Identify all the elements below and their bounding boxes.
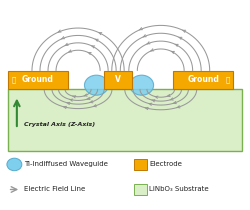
Text: V: V (115, 75, 121, 84)
Bar (8, 71, 68, 89)
Text: Electrode: Electrode (149, 161, 182, 167)
Text: LiNbO₃ Substrate: LiNbO₃ Substrate (149, 186, 209, 193)
Circle shape (7, 158, 22, 171)
Bar (174, 71, 233, 89)
Text: ⏚: ⏚ (226, 77, 230, 83)
Text: ⏚: ⏚ (12, 77, 16, 83)
Circle shape (84, 75, 108, 95)
Text: Ti-Indiffused Waveguide: Ti-Indiffused Waveguide (24, 161, 108, 167)
Bar (8, 89, 242, 151)
Text: Crystal Axis (Z-Axis): Crystal Axis (Z-Axis) (24, 122, 96, 127)
Text: Ground: Ground (188, 75, 219, 84)
Text: Ground: Ground (22, 75, 54, 84)
Bar (134, 184, 147, 195)
Text: Electric Field Line: Electric Field Line (24, 186, 86, 193)
Bar (134, 159, 147, 170)
Bar (104, 71, 132, 89)
Circle shape (130, 75, 154, 95)
